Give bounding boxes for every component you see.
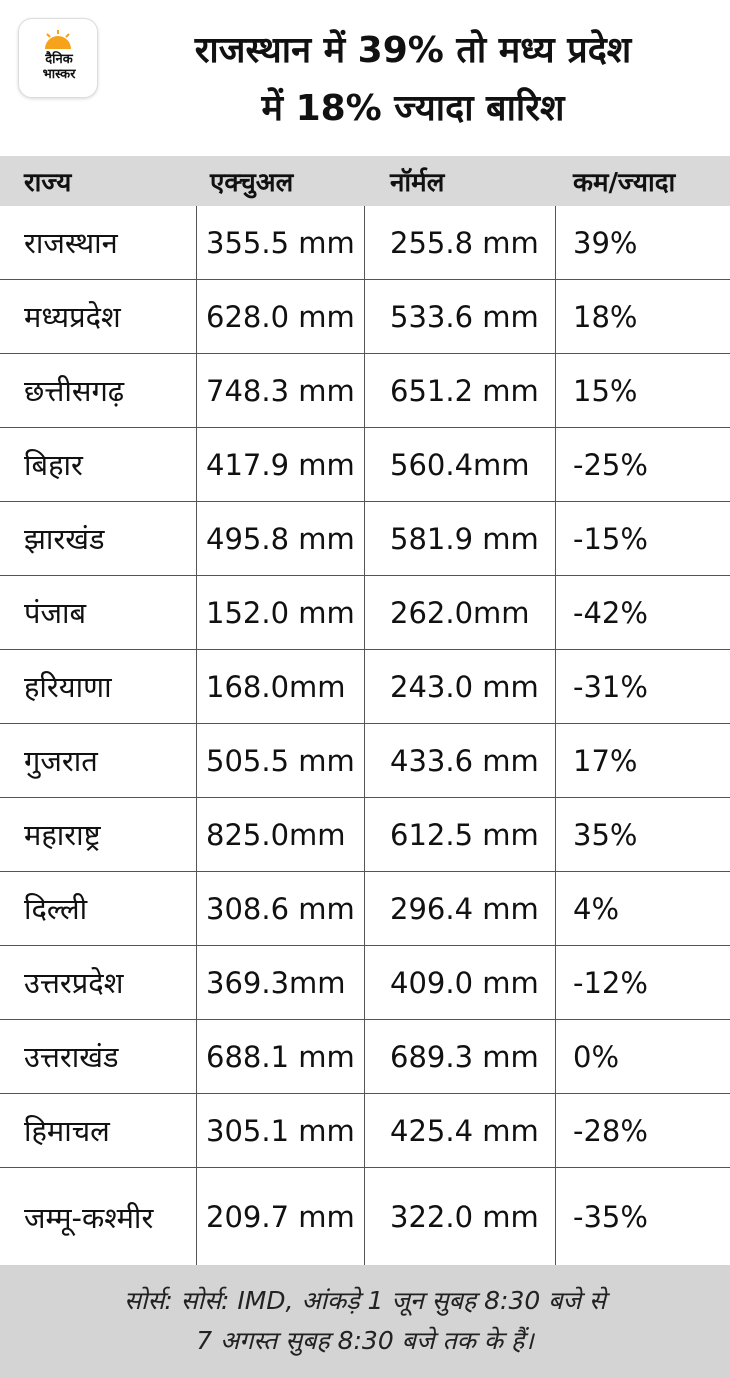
table-row: राजस्थान 355.5 mm 255.8 mm 39% bbox=[0, 206, 730, 280]
cell-deviation: 39% bbox=[573, 225, 638, 260]
cell-normal: 560.4mm bbox=[390, 447, 530, 482]
cell-state: राजस्थान bbox=[24, 226, 118, 260]
source-footer: सोर्स: सोर्स: IMD, आंकड़े 1 जून सुबह 8:3… bbox=[0, 1265, 730, 1377]
cell-normal: 296.4 mm bbox=[390, 891, 539, 926]
header-deviation: कम/ज्यादा bbox=[573, 168, 676, 198]
logo-text-line2: भास्कर bbox=[42, 67, 76, 82]
column-divider bbox=[364, 156, 365, 1265]
table-row: पंजाब 152.0 mm 262.0mm -42% bbox=[0, 576, 730, 650]
cell-deviation: 18% bbox=[573, 299, 638, 334]
table-row: छत्तीसगढ़ 748.3 mm 651.2 mm 15% bbox=[0, 354, 730, 428]
cell-deviation: -42% bbox=[573, 595, 648, 630]
cell-actual: 305.1 mm bbox=[206, 1113, 355, 1148]
column-divider bbox=[555, 156, 556, 1265]
cell-actual: 495.8 mm bbox=[206, 521, 355, 556]
cell-normal: 262.0mm bbox=[390, 595, 530, 630]
cell-normal: 425.4 mm bbox=[390, 1113, 539, 1148]
cell-deviation: 17% bbox=[573, 743, 638, 778]
title-line1: राजस्थान में 39% तो मध्य प्रदेश bbox=[194, 30, 632, 71]
cell-state: झारखंड bbox=[24, 522, 105, 556]
cell-normal: 651.2 mm bbox=[390, 373, 539, 408]
cell-deviation: 0% bbox=[573, 1039, 620, 1074]
cell-deviation: 15% bbox=[573, 373, 638, 408]
rainfall-table: राज्य एक्चुअल नॉर्मल कम/ज्यादा राजस्थान 3… bbox=[0, 156, 730, 1266]
cell-normal: 689.3 mm bbox=[390, 1039, 539, 1074]
cell-normal: 612.5 mm bbox=[390, 817, 539, 852]
cell-normal: 243.0 mm bbox=[390, 669, 539, 704]
cell-state: उत्तराखंड bbox=[24, 1040, 119, 1074]
cell-state: उत्तरप्रदेश bbox=[24, 966, 124, 1000]
sun-icon bbox=[45, 30, 71, 49]
table-row: जम्मू-कश्मीर 209.7 mm 322.0 mm -35% bbox=[0, 1168, 730, 1266]
table-row: हरियाणा 168.0mm 243.0 mm -31% bbox=[0, 650, 730, 724]
table-row: गुजरात 505.5 mm 433.6 mm 17% bbox=[0, 724, 730, 798]
cell-state: हिमाचल bbox=[24, 1114, 110, 1148]
cell-actual: 748.3 mm bbox=[206, 373, 355, 408]
cell-deviation: 35% bbox=[573, 817, 638, 852]
table-row: उत्तरप्रदेश 369.3mm 409.0 mm -12% bbox=[0, 946, 730, 1020]
cell-state: मध्यप्रदेश bbox=[24, 300, 121, 334]
table-row: महाराष्ट्र 825.0mm 612.5 mm 35% bbox=[0, 798, 730, 872]
cell-actual: 308.6 mm bbox=[206, 891, 355, 926]
cell-normal: 433.6 mm bbox=[390, 743, 539, 778]
cell-actual: 355.5 mm bbox=[206, 225, 355, 260]
header-actual: एक्चुअल bbox=[210, 168, 294, 198]
cell-state: बिहार bbox=[24, 448, 83, 482]
cell-actual: 152.0 mm bbox=[206, 595, 355, 630]
cell-actual: 369.3mm bbox=[206, 965, 346, 1000]
cell-normal: 533.6 mm bbox=[390, 299, 539, 334]
header: दैनिक भास्कर राजस्थान में 39% तो मध्य प्… bbox=[0, 0, 730, 156]
table-row: हिमाचल 305.1 mm 425.4 mm -28% bbox=[0, 1094, 730, 1168]
cell-normal: 581.9 mm bbox=[390, 521, 539, 556]
header-normal: नॉर्मल bbox=[390, 168, 445, 198]
table-row: बिहार 417.9 mm 560.4mm -25% bbox=[0, 428, 730, 502]
cell-normal: 322.0 mm bbox=[390, 1200, 539, 1234]
source-line1: सोर्स: सोर्स: IMD, आंकड़े 1 जून सुबह 8:3… bbox=[124, 1286, 606, 1315]
cell-state: हरियाणा bbox=[24, 670, 112, 704]
cell-actual: 825.0mm bbox=[206, 817, 346, 852]
cell-state: छत्तीसगढ़ bbox=[24, 374, 125, 408]
dainik-bhaskar-logo: दैनिक भास्कर bbox=[18, 18, 98, 98]
cell-deviation: -15% bbox=[573, 521, 648, 556]
cell-deviation: -12% bbox=[573, 965, 648, 1000]
table-row: झारखंड 495.8 mm 581.9 mm -15% bbox=[0, 502, 730, 576]
cell-state: दिल्ली bbox=[24, 892, 88, 926]
cell-actual: 505.5 mm bbox=[206, 743, 355, 778]
table-row: मध्यप्रदेश 628.0 mm 533.6 mm 18% bbox=[0, 280, 730, 354]
page-title: राजस्थान में 39% तो मध्य प्रदेश में 18% … bbox=[108, 22, 718, 138]
column-divider bbox=[196, 156, 197, 1265]
table-header-row: राज्य एक्चुअल नॉर्मल कम/ज्यादा bbox=[0, 156, 730, 206]
cell-deviation: -31% bbox=[573, 669, 648, 704]
cell-actual: 209.7 mm bbox=[206, 1200, 355, 1234]
header-state: राज्य bbox=[24, 168, 72, 198]
cell-actual: 168.0mm bbox=[206, 669, 346, 704]
cell-deviation: -25% bbox=[573, 447, 648, 482]
cell-deviation: -28% bbox=[573, 1113, 648, 1148]
cell-state: महाराष्ट्र bbox=[24, 818, 101, 852]
source-line2: 7 अगस्त सुबह 8:30 बजे तक के हैं। bbox=[196, 1326, 534, 1355]
cell-deviation: -35% bbox=[573, 1200, 648, 1234]
cell-deviation: 4% bbox=[573, 891, 620, 926]
table-row: दिल्ली 308.6 mm 296.4 mm 4% bbox=[0, 872, 730, 946]
cell-state: गुजरात bbox=[24, 744, 98, 778]
cell-state: जम्मू-कश्मीर bbox=[24, 1200, 154, 1235]
cell-normal: 409.0 mm bbox=[390, 965, 539, 1000]
cell-actual: 628.0 mm bbox=[206, 299, 355, 334]
cell-actual: 417.9 mm bbox=[206, 447, 355, 482]
cell-actual: 688.1 mm bbox=[206, 1039, 355, 1074]
title-line2: में 18% ज्यादा बारिश bbox=[261, 88, 565, 129]
cell-normal: 255.8 mm bbox=[390, 225, 539, 260]
logo-text-line1: दैनिक bbox=[45, 52, 73, 67]
cell-state: पंजाब bbox=[24, 596, 87, 630]
table-row: उत्तराखंड 688.1 mm 689.3 mm 0% bbox=[0, 1020, 730, 1094]
